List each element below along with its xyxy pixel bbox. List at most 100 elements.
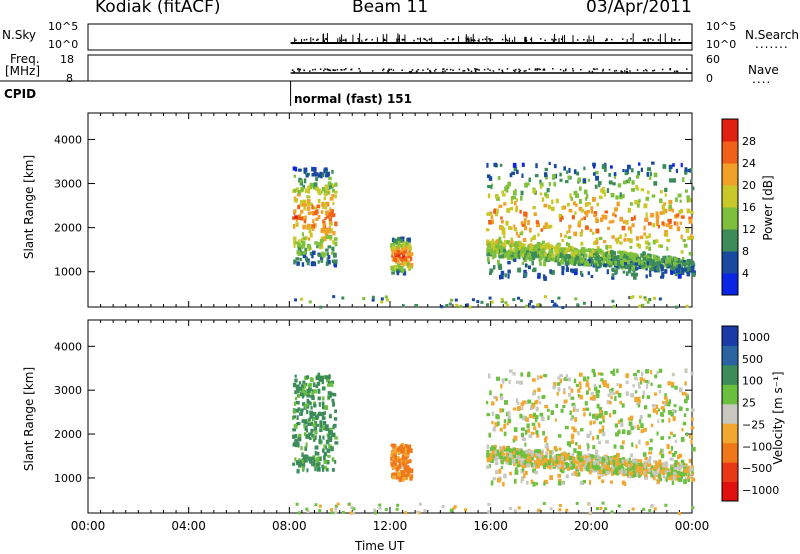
power-echo-cell bbox=[647, 167, 651, 172]
power-echo-cell bbox=[636, 204, 640, 208]
nsearch-point bbox=[484, 38, 487, 41]
power-echo-cell bbox=[561, 238, 565, 243]
power-echo-cell bbox=[300, 239, 304, 244]
power-echo-cell bbox=[595, 228, 600, 234]
velocity-echo-cell bbox=[522, 457, 526, 462]
power-echo-cell bbox=[307, 211, 311, 216]
velocity-echo-cell bbox=[553, 382, 557, 387]
power-echo-cell bbox=[393, 265, 397, 270]
power-echo-cell bbox=[586, 260, 589, 266]
velocity-echo-cell bbox=[500, 452, 504, 457]
power-echo-cell bbox=[622, 180, 627, 185]
power-echo-cell bbox=[311, 172, 315, 177]
power-echo-cell bbox=[655, 267, 660, 271]
velocity-echo-cell bbox=[630, 426, 634, 431]
power-echo-cell bbox=[516, 169, 519, 175]
power-echo-cell bbox=[331, 251, 335, 255]
power-echo-cell bbox=[622, 169, 625, 173]
velocity-echo-cell bbox=[494, 450, 497, 454]
nave-point bbox=[518, 70, 521, 73]
velocity-echo-cell bbox=[409, 474, 414, 479]
velocity-colorbar-segment bbox=[722, 326, 738, 346]
power-echo-cell bbox=[635, 257, 638, 261]
velocity-ground-scatter-cell bbox=[378, 506, 382, 510]
velocity-echo-cell bbox=[628, 421, 632, 426]
velocity-echo-cell bbox=[579, 465, 583, 469]
power-echo-cell bbox=[561, 265, 565, 271]
velocity-echo-cell bbox=[632, 462, 636, 467]
velocity-echo-cell bbox=[310, 422, 314, 426]
power-echo-cell bbox=[511, 171, 516, 175]
velocity-ytick-label: 2000 bbox=[54, 428, 82, 441]
velocity-echo-cell bbox=[512, 450, 516, 455]
power-echo-cell bbox=[319, 244, 322, 250]
power-echo-cell bbox=[660, 259, 664, 264]
velocity-echo-cell bbox=[294, 442, 298, 448]
power-echo-cell bbox=[637, 170, 641, 176]
power-echo-cell bbox=[547, 204, 551, 210]
nave-point bbox=[467, 68, 469, 70]
velocity-echo-cell bbox=[293, 401, 297, 406]
nave-point bbox=[673, 70, 676, 73]
power-echo-cell bbox=[325, 248, 329, 252]
nave-point bbox=[592, 68, 595, 70]
nsearch-point bbox=[344, 39, 346, 41]
velocity-echo-cell bbox=[302, 383, 307, 389]
velocity-echo-cell bbox=[614, 457, 619, 462]
power-echo-cell bbox=[619, 216, 624, 222]
velocity-echo-cell bbox=[532, 463, 536, 468]
power-echo-cell bbox=[324, 192, 328, 197]
velocity-echo-cell bbox=[576, 460, 580, 465]
power-echo-cell bbox=[402, 259, 405, 265]
velocity-echo-cell bbox=[394, 453, 397, 459]
velocity-echo-cell bbox=[392, 466, 395, 471]
velocity-ground-scatter-cell bbox=[542, 502, 546, 506]
velocity-echo-cell bbox=[649, 468, 653, 474]
nsearch-point bbox=[364, 39, 367, 41]
velocity-echo-cell bbox=[607, 455, 610, 461]
velocity-ground-scatter-cell bbox=[648, 508, 652, 512]
power-echo-cell bbox=[397, 236, 400, 242]
velocity-echo-cell bbox=[629, 453, 634, 458]
power-echo-cell bbox=[664, 193, 667, 197]
velocity-echo-cell bbox=[527, 399, 532, 404]
velocity-echo-cell bbox=[499, 455, 503, 460]
power-echo-cell bbox=[541, 248, 546, 253]
power-echo-cell bbox=[676, 221, 679, 226]
power-echo-cell bbox=[595, 237, 599, 241]
velocity-echo-cell bbox=[524, 470, 528, 476]
power-echo-cell bbox=[673, 257, 678, 262]
power-echo-cell bbox=[634, 262, 639, 266]
nsearch-point bbox=[451, 39, 454, 41]
velocity-echo-cell bbox=[609, 400, 612, 405]
nsearch-point bbox=[551, 38, 553, 41]
velocity-echo-cell bbox=[612, 368, 616, 373]
velocity-echo-cell bbox=[564, 461, 569, 466]
power-echo-cell bbox=[574, 258, 578, 262]
velocity-echo-cell bbox=[393, 459, 396, 464]
nsearch-point bbox=[384, 39, 386, 41]
power-echo-cell bbox=[623, 237, 627, 242]
power-echo-cell bbox=[403, 249, 408, 254]
velocity-echo-cell bbox=[297, 443, 300, 448]
power-echo-cell bbox=[619, 195, 623, 200]
power-echo-cell bbox=[582, 261, 587, 267]
power-echo-cell bbox=[323, 168, 326, 174]
nave-point bbox=[661, 68, 664, 71]
nave-point bbox=[298, 70, 301, 72]
velocity-echo-cell bbox=[303, 391, 308, 396]
velocity-echo-cell bbox=[519, 449, 523, 453]
power-echo-cell bbox=[399, 244, 403, 248]
power-ground-scatter-cell bbox=[476, 300, 480, 304]
power-echo-cell bbox=[688, 261, 693, 265]
velocity-echo-cell bbox=[674, 462, 678, 467]
power-echo-cell bbox=[404, 256, 407, 262]
velocity-echo-cell bbox=[537, 423, 541, 428]
velocity-echo-cell bbox=[310, 377, 313, 382]
velocity-ground-scatter-cell bbox=[396, 503, 400, 507]
velocity-echo-cell bbox=[608, 461, 613, 465]
velocity-echo-cell bbox=[655, 404, 659, 410]
power-echo-cell bbox=[303, 178, 307, 184]
velocity-echo-cell bbox=[329, 438, 333, 443]
power-echo-cell bbox=[488, 211, 493, 215]
